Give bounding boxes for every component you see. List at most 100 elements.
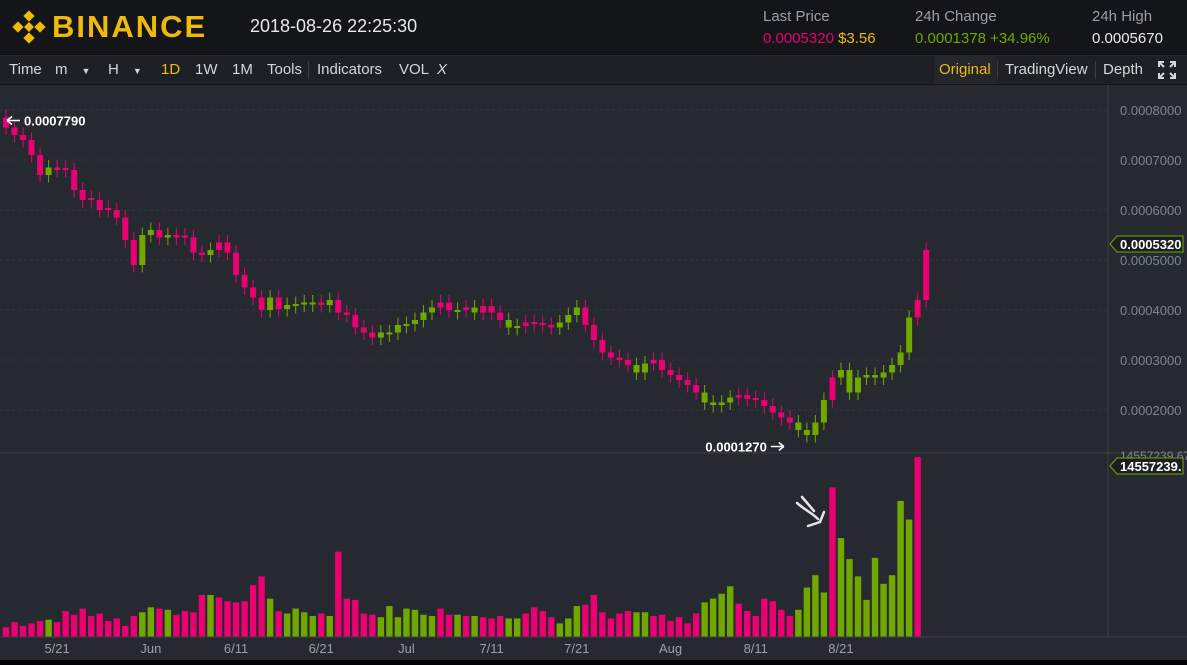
- volume-bar[interactable]: [79, 608, 86, 637]
- candle-body[interactable]: [531, 322, 538, 324]
- candle-body[interactable]: [122, 217, 129, 241]
- volume-bar[interactable]: [420, 614, 427, 637]
- volume-bar[interactable]: [283, 613, 291, 637]
- candle-body[interactable]: [701, 392, 708, 403]
- candle-body[interactable]: [173, 235, 180, 238]
- candle-body[interactable]: [301, 302, 308, 305]
- view-tradingview-button[interactable]: TradingView: [1005, 61, 1088, 78]
- candle-body[interactable]: [906, 317, 913, 353]
- volume-bar[interactable]: [258, 576, 265, 637]
- volume-bar[interactable]: [96, 613, 103, 637]
- candle-body[interactable]: [710, 402, 717, 406]
- candle-body[interactable]: [3, 117, 9, 128]
- volume-bar[interactable]: [88, 615, 95, 637]
- volume-bar[interactable]: [454, 614, 461, 637]
- volume-bar[interactable]: [812, 575, 819, 637]
- volume-bar[interactable]: [437, 608, 444, 637]
- candle-body[interactable]: [880, 372, 887, 378]
- candle-body[interactable]: [190, 237, 197, 253]
- volume-bar[interactable]: [505, 618, 512, 637]
- candle-body[interactable]: [258, 297, 265, 311]
- volume-bar[interactable]: [173, 614, 180, 637]
- candle-body[interactable]: [343, 312, 350, 316]
- volume-bar[interactable]: [667, 620, 674, 637]
- candle-body[interactable]: [488, 306, 495, 313]
- candle-body[interactable]: [198, 252, 205, 256]
- volume-bar[interactable]: [360, 613, 368, 637]
- volume-bar[interactable]: [318, 613, 325, 637]
- candle-body[interactable]: [863, 375, 870, 378]
- candle-body[interactable]: [147, 230, 154, 235]
- volume-bar[interactable]: [514, 618, 521, 637]
- volume-bar[interactable]: [445, 614, 453, 637]
- candle-body[interactable]: [676, 375, 683, 380]
- volume-bar[interactable]: [301, 612, 308, 637]
- candle-body[interactable]: [556, 322, 563, 328]
- volume-bar[interactable]: [582, 604, 589, 637]
- candle-body[interactable]: [88, 198, 95, 200]
- volume-bar[interactable]: [803, 587, 811, 637]
- volume-bar[interactable]: [718, 593, 725, 637]
- candle-body[interactable]: [497, 312, 504, 321]
- volume-bar[interactable]: [156, 608, 163, 637]
- candle-body[interactable]: [855, 377, 861, 393]
- candle-body[interactable]: [386, 332, 393, 335]
- volume-bar[interactable]: [633, 612, 640, 637]
- candle-body[interactable]: [250, 287, 257, 298]
- volume-bar[interactable]: [462, 615, 470, 637]
- candle-body[interactable]: [207, 250, 214, 255]
- candle-body[interactable]: [565, 315, 572, 323]
- volume-bar[interactable]: [829, 487, 836, 637]
- candle-body[interactable]: [599, 340, 606, 353]
- candle-body[interactable]: [377, 332, 384, 338]
- volume-bar[interactable]: [139, 612, 146, 637]
- volume-bar[interactable]: [335, 551, 342, 637]
- candle-body[interactable]: [778, 412, 785, 418]
- volume-bar[interactable]: [880, 583, 887, 637]
- candle-body[interactable]: [181, 235, 188, 238]
- candle-body[interactable]: [803, 430, 810, 435]
- volume-bar[interactable]: [701, 602, 708, 637]
- candle-body[interactable]: [411, 320, 418, 324]
- time-button[interactable]: Time: [9, 61, 42, 78]
- volume-bar[interactable]: [854, 576, 862, 637]
- candle-body[interactable]: [28, 140, 35, 155]
- candle-body[interactable]: [522, 322, 529, 327]
- candle-body[interactable]: [335, 300, 342, 313]
- volume-bar[interactable]: [377, 617, 385, 637]
- candle-body[interactable]: [633, 365, 640, 373]
- volume-bar[interactable]: [190, 612, 197, 637]
- candle-body[interactable]: [539, 323, 546, 325]
- candle-body[interactable]: [505, 320, 512, 328]
- volume-bar[interactable]: [53, 622, 61, 637]
- interval-1m-button[interactable]: 1M: [232, 61, 253, 78]
- candle-body[interactable]: [735, 395, 742, 398]
- candle-body[interactable]: [403, 324, 410, 326]
- minutes-dropdown[interactable]: m ▼: [50, 56, 95, 84]
- volume-bar[interactable]: [692, 613, 700, 637]
- candle-body[interactable]: [62, 168, 69, 170]
- volume-bar[interactable]: [675, 617, 683, 637]
- candle-body[interactable]: [96, 200, 103, 210]
- candle-body[interactable]: [761, 400, 768, 406]
- volume-bar[interactable]: [479, 617, 487, 637]
- volume-bar[interactable]: [769, 601, 776, 637]
- volume-bar[interactable]: [122, 625, 129, 637]
- volume-bar[interactable]: [531, 607, 538, 637]
- candle-body[interactable]: [369, 332, 376, 338]
- volume-bar[interactable]: [411, 609, 419, 637]
- volume-bar[interactable]: [837, 538, 845, 637]
- candle-body[interactable]: [11, 127, 18, 136]
- volume-bar[interactable]: [761, 598, 768, 637]
- volume-bar[interactable]: [70, 614, 78, 637]
- candle-body[interactable]: [318, 302, 325, 306]
- volume-bar[interactable]: [590, 594, 598, 637]
- volume-bar[interactable]: [624, 611, 632, 637]
- candle-body[interactable]: [659, 360, 666, 370]
- candle-body[interactable]: [820, 400, 827, 423]
- candle-body[interactable]: [573, 307, 580, 316]
- candle-body[interactable]: [812, 422, 819, 436]
- volume-bar[interactable]: [641, 612, 649, 637]
- volume-bar[interactable]: [428, 615, 436, 637]
- volume-bar[interactable]: [2, 627, 10, 637]
